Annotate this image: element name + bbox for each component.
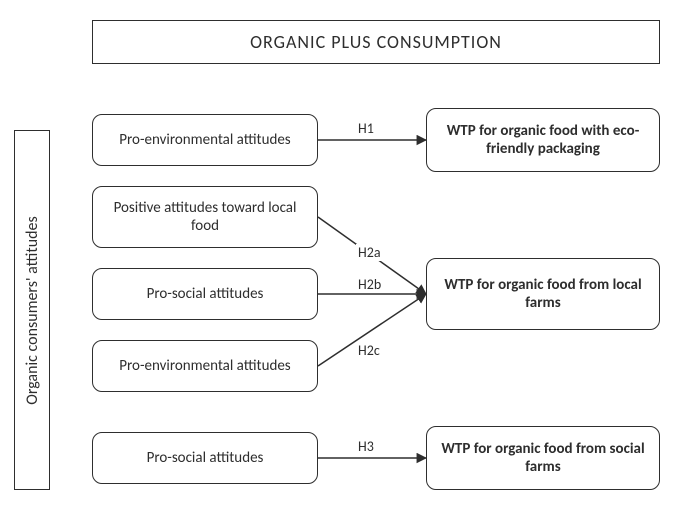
- diagram-stage: ORGANIC PLUS CONSUMPTION Organic consume…: [0, 0, 685, 522]
- edge-label-h2c: H2c: [356, 342, 382, 359]
- edge-label-h3: H3: [356, 438, 376, 455]
- edge-label-h1: H1: [356, 120, 376, 137]
- edge-layer: [0, 0, 685, 522]
- edge-label-h2b: H2b: [356, 276, 383, 293]
- edge-label-h2a: H2a: [356, 244, 383, 261]
